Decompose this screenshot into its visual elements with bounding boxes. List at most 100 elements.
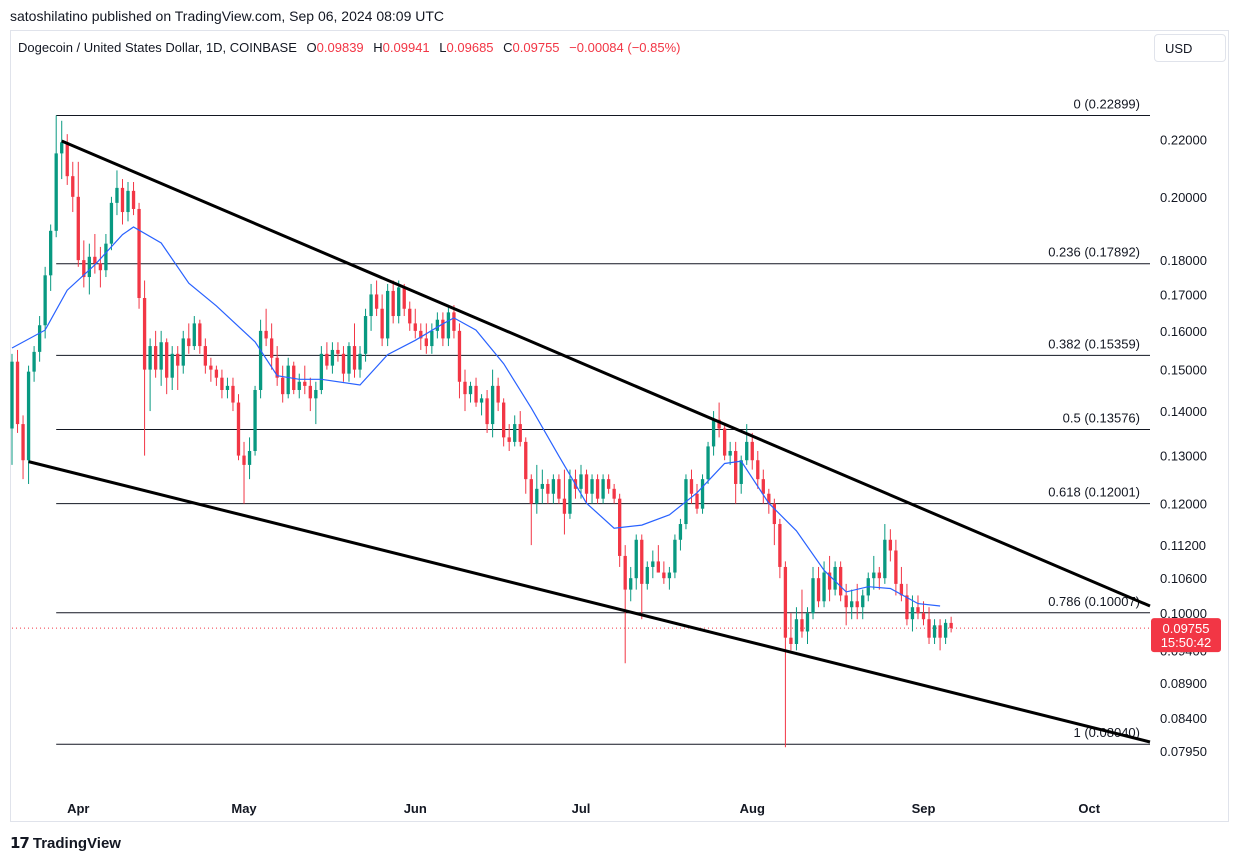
candle-body [822,572,826,602]
candle [894,539,898,596]
candle-body [457,330,462,382]
candle-body [689,479,694,494]
candle-body [54,153,58,231]
candle [750,432,754,470]
candle-body [761,479,765,494]
candle-body [441,319,445,339]
candle [938,619,942,651]
price-tag-value: 0.09755 [1163,621,1210,636]
candle [203,338,208,374]
x-tick-label: Aug [740,801,765,816]
candle-body [783,566,788,638]
candle [734,441,738,504]
open-label: O [306,40,317,55]
candle-body [413,323,417,331]
candle-body [524,441,528,480]
candle-body [192,323,196,347]
candle-body [502,402,506,438]
candle [662,561,666,584]
candle [601,474,605,504]
candle-body [203,346,208,366]
candle [209,357,213,382]
candle-body [827,572,832,590]
candle-body [446,312,451,339]
candle-body [794,619,799,644]
candle-body [833,566,837,590]
symbol-title: Dogecoin / United States Dollar, 1D, COI… [18,40,297,55]
candle [502,398,506,447]
candle-body [341,353,346,374]
candle-body [220,377,224,390]
fib-level-label: 0.5 (0.13576) [1063,411,1140,426]
candle [883,524,887,584]
candle-body [231,385,235,403]
candle [352,323,357,378]
candle [540,469,544,504]
candle-body [662,572,666,579]
candle-body [932,625,937,638]
candle [242,441,246,504]
candle-body [165,342,169,378]
candle-body [640,539,644,584]
candle [756,450,760,489]
y-tick-label: 0.07950 [1160,744,1207,759]
candle [535,464,539,514]
candle-body [286,365,290,395]
tradingview-logo-icon: 𝟭𝟳 [10,835,30,852]
candle [629,566,633,602]
candle [827,555,832,602]
high-label: H [373,40,383,55]
candle-body [601,479,605,499]
candle-body [651,561,655,567]
candle-body [137,208,141,298]
y-tick-label: 0.12000 [1160,497,1207,512]
candle [905,583,909,626]
candle-body [656,561,660,573]
candle [253,385,257,456]
y-tick-label: 0.15000 [1160,363,1207,378]
candle-body [540,483,544,489]
candle-body [496,385,500,403]
candle-body [463,381,467,395]
candle [485,389,489,433]
candle-body [811,578,815,614]
candle [463,369,467,412]
candle [159,330,163,386]
candle [137,202,141,309]
candle-body [347,346,351,374]
candle [623,545,627,664]
candle-body [82,260,86,278]
candle [297,373,301,399]
fib-level-label: 0.236 (0.17892) [1048,245,1140,260]
candle [198,319,202,354]
y-tick-label: 0.20000 [1160,190,1207,205]
candle [26,365,31,484]
candle-body [314,389,318,399]
candle-body [104,243,108,271]
candle [87,243,91,295]
candle [408,301,412,331]
candle [325,342,329,370]
candle [98,246,103,288]
currency-button[interactable]: USD [1154,34,1226,62]
candle [513,415,517,447]
candle [236,394,241,461]
candle [247,437,252,480]
candle-body [330,349,335,366]
candle [170,346,174,390]
candle-body [325,353,329,366]
candle [369,283,373,331]
candle [37,316,42,362]
candle [71,161,75,213]
candle-body [43,275,47,326]
candle-body [264,330,268,339]
candle [60,120,64,180]
candle-body [281,377,285,395]
candle [667,566,672,590]
candle [651,550,655,579]
candle [772,498,777,546]
candle-body [308,385,312,399]
candle-body [236,402,241,456]
candle-body [176,353,180,366]
